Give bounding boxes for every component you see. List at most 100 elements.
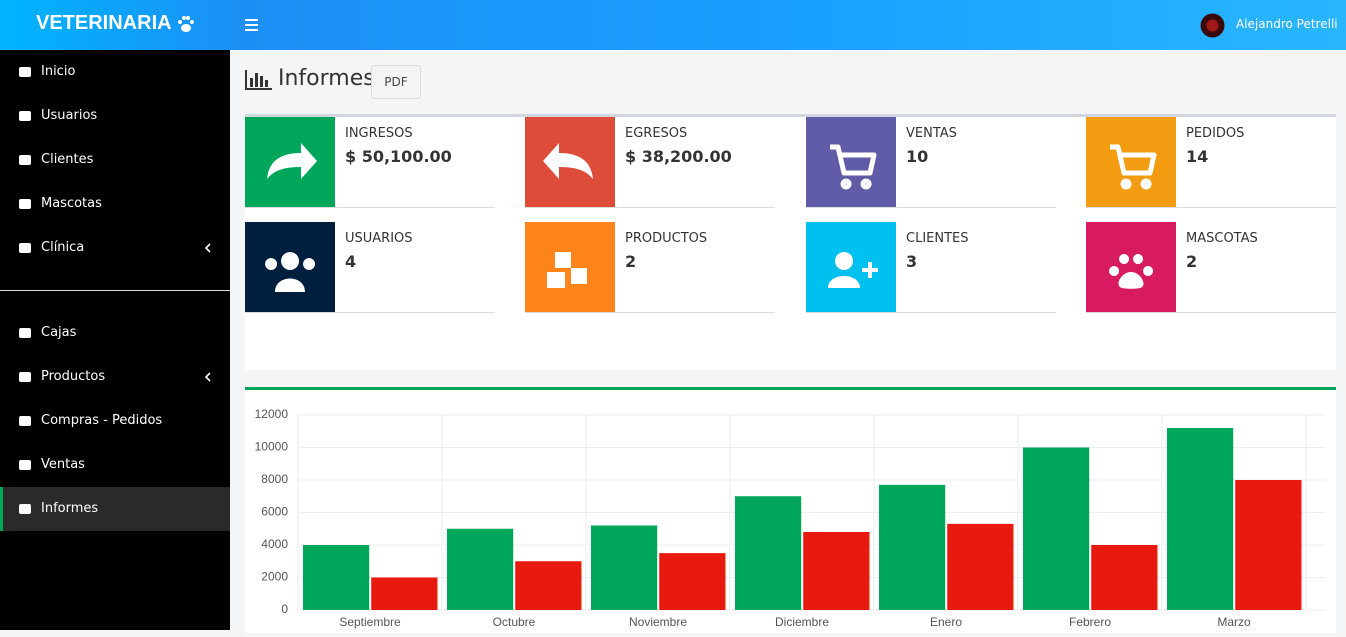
- sidebar-item[interactable]: Clientes: [0, 138, 230, 182]
- sidebar-item[interactable]: Cajas: [0, 311, 230, 355]
- stat-label: INGRESOS: [345, 126, 413, 141]
- icon-glyph: [828, 252, 878, 288]
- menu-toggle[interactable]: [245, 19, 258, 31]
- icon-shape: [19, 67, 31, 77]
- y-tick-label: 6000: [261, 505, 288, 519]
- brand[interactable]: VETERINARIA: [36, 12, 172, 34]
- stat-box: PRODUCTOS 2: [525, 222, 775, 313]
- stat-value: $ 50,100.00: [345, 147, 452, 166]
- stat-value: 2: [1186, 252, 1198, 271]
- icon-bg: [1086, 222, 1176, 312]
- bar: [371, 577, 438, 610]
- bar: [591, 525, 658, 610]
- icon-shape: [19, 111, 31, 121]
- icon-glyph: [1109, 254, 1154, 289]
- icon-shape: [19, 199, 31, 209]
- page-title: Informes: [278, 66, 375, 91]
- item-label: Mascotas: [41, 196, 102, 211]
- item-label: Productos: [41, 369, 106, 384]
- item-label: Usuarios: [41, 108, 98, 123]
- item-icon: [19, 199, 31, 209]
- icon-glyph: [267, 143, 317, 179]
- stat-box: CLIENTES 3: [806, 222, 1056, 313]
- item-icon: [19, 328, 31, 338]
- y-tick-label: 10000: [255, 440, 289, 454]
- item-label: Cajas: [41, 325, 77, 340]
- x-tick-label: Marzo: [1217, 615, 1251, 629]
- bar: [735, 496, 802, 610]
- icon-shape: [19, 416, 31, 426]
- user-name[interactable]: Alejandro Petrelli: [1236, 17, 1338, 31]
- item-icon: [19, 504, 31, 514]
- stat-icon: [525, 222, 615, 312]
- bar: [1091, 545, 1158, 610]
- header: VETERINARIA Alejandro Petrelli: [0, 0, 1346, 50]
- stat-box: MASCOTAS 2: [1086, 222, 1336, 313]
- icon-shape: [19, 243, 31, 253]
- icon-glyph: [830, 144, 877, 190]
- item-icon: [19, 372, 31, 382]
- item-label: Compras - Pedidos: [41, 413, 163, 428]
- sidebar-item[interactable]: Productos: [0, 355, 230, 399]
- bar: [515, 561, 582, 610]
- x-tick-label: Octubre: [493, 615, 536, 629]
- item-label: Ventas: [41, 457, 85, 472]
- stat-icon: [525, 117, 615, 207]
- bar: [803, 532, 870, 610]
- sidebar-item[interactable]: Clínica: [0, 226, 230, 270]
- stat-icon: [1086, 117, 1176, 207]
- stat-label: MASCOTAS: [1186, 231, 1258, 246]
- item-icon: [19, 67, 31, 77]
- stat-box: USUARIOS 4: [245, 222, 495, 313]
- stat-icon: [1086, 222, 1176, 312]
- sidebar-item[interactable]: Inicio: [0, 50, 230, 94]
- sidebar-item[interactable]: Usuarios: [0, 94, 230, 138]
- icon-bg: [806, 117, 896, 207]
- icon-shape: [19, 504, 31, 514]
- sidebar-item[interactable]: Compras - Pedidos: [0, 399, 230, 443]
- sidebar-item[interactable]: Informes: [0, 487, 230, 531]
- sidebar: Inicio Usuarios Clientes Mascotas Clínica Caj…: [0, 50, 230, 630]
- icon-bg: [1086, 117, 1176, 207]
- y-tick-label: 8000: [261, 472, 288, 486]
- item-label: Clínica: [41, 240, 85, 255]
- stat-icon: [245, 222, 335, 312]
- item-label: Clientes: [41, 152, 94, 167]
- bar: [659, 553, 726, 610]
- pdf-button[interactable]: PDF: [371, 65, 421, 99]
- chart: 0 2000 4000 6000 8000 10000 12000 Septiembre Oct…: [255, 407, 1326, 629]
- chart-panel: 0 2000 4000 6000 8000 10000 12000 Septiembre Oct…: [245, 387, 1336, 633]
- item-icon: [19, 460, 31, 470]
- stat-value: 2: [625, 252, 637, 271]
- y-tick-label: 12000: [255, 407, 289, 421]
- sidebar-item[interactable]: Ventas: [0, 443, 230, 487]
- stat-icon: [806, 117, 896, 207]
- item-icon: [19, 243, 31, 253]
- stat-box: INGRESOS $ 50,100.00: [245, 117, 495, 208]
- bar: [1167, 428, 1234, 610]
- chevron-line: [204, 243, 211, 253]
- bar: [879, 484, 946, 610]
- bar: [1235, 480, 1302, 610]
- icon-glyph: [547, 252, 587, 288]
- sidebar-item[interactable]: Mascotas: [0, 182, 230, 226]
- chevron: [204, 243, 211, 253]
- bar: [447, 528, 514, 610]
- avatar[interactable]: [1200, 13, 1225, 38]
- icon-glyph: [1110, 144, 1157, 190]
- x-tick-label: Febrero: [1069, 615, 1111, 629]
- paw-icon: [178, 16, 194, 32]
- bar: [1023, 447, 1090, 610]
- stat-label: CLIENTES: [906, 231, 969, 246]
- item-label: Inicio: [41, 64, 76, 79]
- separator: [0, 290, 230, 291]
- chevron: [204, 372, 211, 382]
- stat-box: EGRESOS $ 38,200.00: [525, 117, 775, 208]
- x-tick-label: Enero: [930, 615, 962, 629]
- stat-box: PEDIDOS 14: [1086, 117, 1336, 208]
- stat-value: 14: [1186, 147, 1209, 166]
- item-icon: [19, 155, 31, 165]
- stat-value: 10: [906, 147, 929, 166]
- icon-shape: [19, 460, 31, 470]
